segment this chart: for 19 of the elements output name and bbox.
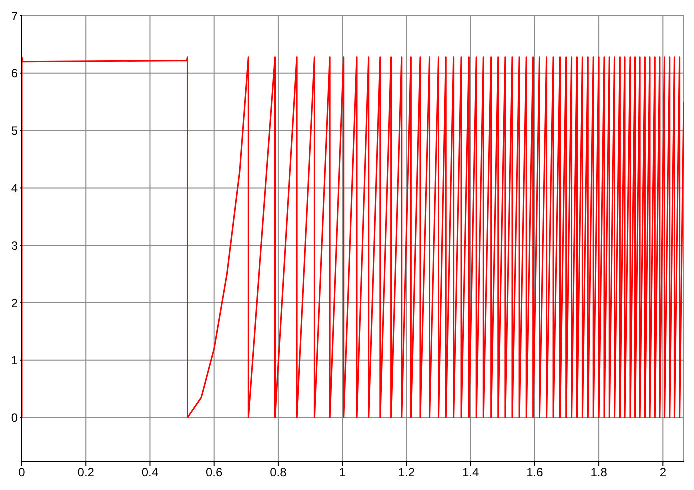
x-tick-label: 1.2 [398, 466, 416, 480]
x-tick-label: 1.4 [462, 466, 480, 480]
x-tick-label: 0.8 [270, 466, 288, 480]
y-tick-label: 6 [11, 66, 18, 81]
y-tick-label: 7 [11, 9, 18, 24]
x-tick-label: 1.8 [590, 466, 608, 480]
x-tick-label: 0.6 [206, 466, 224, 480]
x-tick-label: 0.2 [78, 466, 95, 480]
y-tick-label: 3 [11, 238, 18, 253]
y-tick-label: 0 [11, 411, 18, 426]
x-tick-label: 2 [660, 466, 667, 480]
y-tick-label: 2 [11, 296, 18, 310]
y-tick-label: 5 [11, 124, 18, 138]
x-tick-label: 1.6 [526, 466, 544, 480]
x-tick-label: 0.4 [142, 466, 159, 480]
line-series [22, 56, 684, 419]
x-tick-label: 1 [339, 466, 346, 480]
y-tick-label: 4 [11, 181, 18, 196]
y-tick-label: 1 [11, 354, 18, 368]
